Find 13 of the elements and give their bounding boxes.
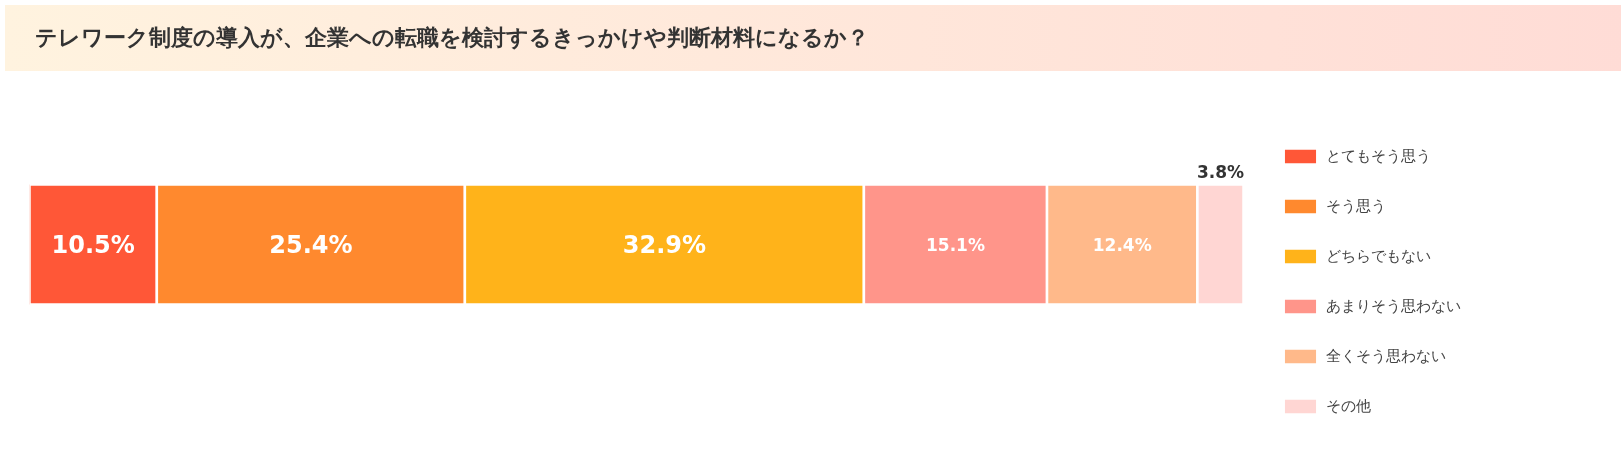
legend-label: あまりそう思わない	[1326, 296, 1461, 316]
legend-label: どちらでもない	[1326, 246, 1431, 266]
legend-label: そう思う	[1326, 196, 1386, 216]
legend-label: その他	[1326, 396, 1371, 416]
data-label: 10.5%	[51, 230, 135, 259]
legend-label: 全くそう思わない	[1326, 346, 1446, 366]
chart-title: テレワーク制度の導入が、企業への転職を検討するきっかけや判断材料になるか？	[34, 25, 869, 50]
data-label: 3.8%	[1196, 161, 1245, 182]
data-label: 15.1%	[925, 234, 985, 255]
data-label: 12.4%	[1092, 234, 1152, 255]
data-label: 32.9%	[622, 230, 707, 259]
legend-label: とてもそう思う	[1326, 146, 1431, 166]
data-label: 25.4%	[269, 230, 353, 259]
